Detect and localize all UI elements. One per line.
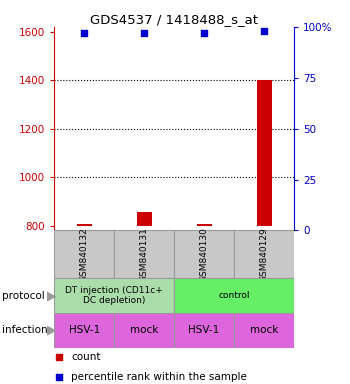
Text: GSM840130: GSM840130 bbox=[199, 227, 209, 282]
Bar bbox=[54, 278, 174, 313]
Bar bbox=[197, 223, 212, 225]
Bar bbox=[234, 313, 294, 348]
Bar bbox=[114, 230, 174, 278]
Title: GDS4537 / 1418488_s_at: GDS4537 / 1418488_s_at bbox=[90, 13, 258, 26]
Text: mock: mock bbox=[250, 325, 278, 335]
Bar bbox=[136, 212, 152, 225]
Text: GSM840131: GSM840131 bbox=[140, 227, 149, 282]
Text: mock: mock bbox=[130, 325, 158, 335]
Text: GSM840132: GSM840132 bbox=[80, 227, 89, 282]
Text: ▶: ▶ bbox=[47, 289, 57, 302]
Point bbox=[56, 354, 62, 360]
Bar bbox=[174, 278, 294, 313]
Text: percentile rank within the sample: percentile rank within the sample bbox=[71, 372, 247, 382]
Point bbox=[201, 30, 207, 36]
Bar bbox=[77, 223, 92, 225]
Point bbox=[56, 374, 62, 380]
Bar bbox=[114, 313, 174, 348]
Bar bbox=[174, 230, 234, 278]
Bar bbox=[174, 313, 234, 348]
Text: ▶: ▶ bbox=[47, 324, 57, 337]
Point bbox=[82, 30, 87, 36]
Bar bbox=[257, 80, 272, 225]
Text: HSV-1: HSV-1 bbox=[188, 325, 220, 335]
Point bbox=[141, 30, 147, 36]
Text: control: control bbox=[218, 291, 250, 300]
Text: protocol: protocol bbox=[2, 291, 44, 301]
Text: HSV-1: HSV-1 bbox=[69, 325, 100, 335]
Text: infection: infection bbox=[2, 325, 47, 335]
Text: DT injection (CD11c+
DC depletion): DT injection (CD11c+ DC depletion) bbox=[65, 286, 163, 305]
Text: GSM840129: GSM840129 bbox=[260, 227, 268, 282]
Bar bbox=[54, 230, 114, 278]
Bar bbox=[234, 230, 294, 278]
Point bbox=[261, 28, 267, 34]
Bar bbox=[54, 313, 114, 348]
Text: count: count bbox=[71, 352, 100, 362]
